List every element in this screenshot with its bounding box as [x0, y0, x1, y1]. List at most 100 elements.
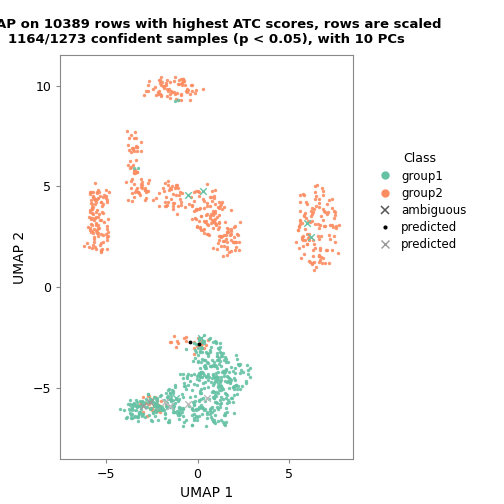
Point — [320, 207, 328, 215]
Point — [294, 226, 302, 234]
Point — [227, 236, 235, 244]
Point — [210, 358, 218, 366]
Point — [146, 398, 154, 406]
Point — [210, 418, 218, 426]
Point — [163, 92, 171, 100]
Point — [153, 396, 161, 404]
Point — [186, 338, 194, 346]
Point — [93, 187, 101, 196]
Point — [190, 188, 198, 197]
Point — [198, 404, 206, 412]
Point — [94, 232, 102, 240]
Point — [203, 202, 211, 210]
Point — [199, 369, 207, 377]
Point — [201, 362, 209, 370]
Point — [209, 224, 217, 232]
Point — [307, 212, 315, 220]
Point — [170, 77, 178, 85]
Point — [89, 193, 97, 201]
Point — [175, 395, 183, 403]
Point — [331, 208, 339, 216]
Point — [151, 402, 159, 410]
Point — [171, 183, 179, 192]
Point — [145, 392, 153, 400]
Point — [311, 203, 320, 211]
Point — [169, 202, 177, 210]
Point — [87, 215, 95, 223]
Point — [220, 356, 228, 364]
Point — [133, 413, 141, 421]
Point — [88, 209, 96, 217]
Point — [195, 334, 203, 342]
Point — [169, 408, 177, 416]
Point — [210, 361, 218, 369]
Point — [231, 246, 239, 254]
Point — [128, 402, 136, 410]
Point — [318, 184, 326, 192]
Point — [230, 223, 238, 231]
Point — [214, 380, 222, 388]
Point — [164, 198, 172, 206]
Point — [125, 134, 134, 142]
Point — [193, 187, 201, 196]
Point — [97, 230, 105, 238]
Point — [192, 348, 200, 356]
Point — [160, 406, 168, 414]
Point — [214, 244, 222, 253]
Point — [130, 147, 138, 155]
Point — [196, 370, 204, 379]
Point — [179, 405, 187, 413]
Point — [309, 208, 317, 216]
Point — [190, 339, 198, 347]
Point — [331, 211, 339, 219]
Point — [103, 245, 111, 253]
Point — [97, 245, 105, 253]
Point — [302, 214, 310, 222]
Point — [171, 383, 179, 391]
Point — [328, 204, 336, 212]
Point — [324, 208, 332, 216]
Point — [197, 401, 205, 409]
Point — [132, 168, 140, 176]
Point — [128, 197, 136, 205]
Point — [203, 220, 211, 228]
Point — [211, 215, 219, 223]
Point — [190, 197, 198, 205]
Point — [191, 89, 199, 97]
Point — [217, 383, 225, 391]
Point — [188, 87, 196, 95]
Point — [222, 391, 230, 399]
Point — [166, 94, 174, 102]
Point — [182, 337, 190, 345]
Point — [207, 193, 215, 201]
Point — [170, 200, 178, 208]
Point — [216, 403, 224, 411]
Point — [91, 196, 99, 204]
Point — [309, 246, 317, 254]
Point — [179, 393, 187, 401]
Point — [209, 211, 217, 219]
Point — [301, 236, 309, 244]
Point — [302, 198, 310, 206]
Point — [179, 374, 187, 383]
Point — [209, 370, 217, 379]
Point — [193, 416, 201, 424]
Point — [129, 144, 137, 152]
Point — [99, 193, 107, 201]
Point — [215, 198, 223, 206]
Point — [314, 232, 322, 240]
Point — [308, 259, 316, 267]
Point — [322, 246, 330, 254]
Point — [235, 246, 243, 254]
Point — [229, 384, 237, 392]
Point — [204, 350, 212, 358]
Point — [316, 258, 324, 266]
Point — [328, 246, 336, 254]
Point — [316, 245, 324, 254]
Point — [191, 346, 199, 354]
Point — [218, 232, 226, 240]
Point — [230, 391, 238, 399]
Point — [124, 161, 133, 169]
Point — [300, 225, 308, 233]
Point — [243, 370, 251, 378]
